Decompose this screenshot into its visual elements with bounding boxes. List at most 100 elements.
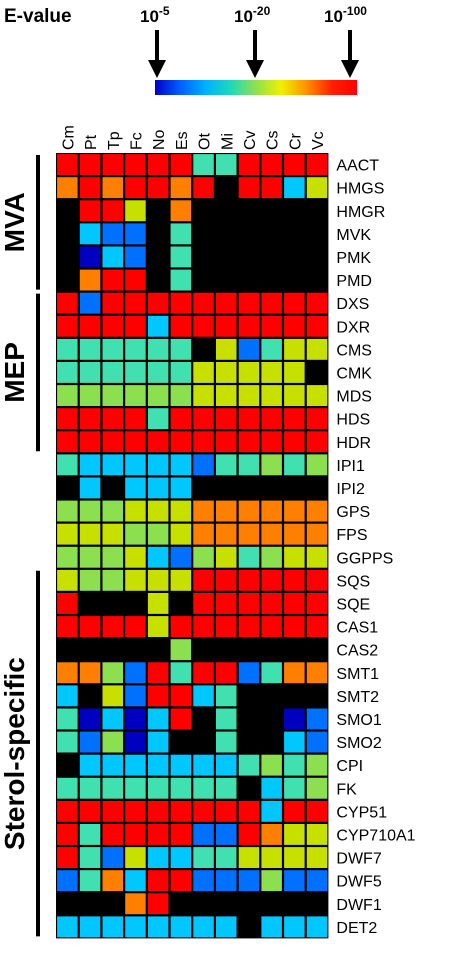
heatmap-cell [284, 824, 305, 845]
heatmap-cell [125, 362, 146, 383]
heatmap-cell [102, 385, 123, 406]
heatmap-cell [170, 754, 192, 776]
heatmap-cell [102, 223, 123, 245]
heatmap-cell [170, 569, 192, 591]
heatmap-cell [147, 408, 169, 430]
column-label: Vc [310, 131, 327, 150]
heatmap-cell [170, 246, 192, 268]
heatmap-cell [238, 408, 260, 430]
row-label: SMT2 [336, 689, 379, 706]
heatmap-cell [306, 685, 328, 707]
heatmap-cell [261, 593, 282, 614]
heatmap-cell [238, 154, 260, 175]
heatmap-cell [57, 246, 78, 268]
heatmap-cell [261, 477, 282, 499]
row-label: CYP710A1 [336, 827, 415, 844]
heatmap-cell [306, 315, 328, 337]
heatmap-cell [261, 454, 282, 476]
heatmap-cell [193, 685, 214, 707]
heatmap-cell [216, 246, 237, 268]
heatmap-cell [79, 269, 101, 291]
heatmap-cell [125, 546, 146, 568]
row-label: DXR [336, 319, 370, 336]
heatmap-cell [261, 800, 282, 822]
heatmap-cell [284, 154, 305, 175]
heatmap-cell [147, 800, 169, 822]
heatmap-cell [147, 292, 169, 314]
row-label: SMO2 [336, 735, 381, 752]
heatmap-cell [57, 916, 78, 938]
heatmap-cell [284, 685, 305, 707]
heatmap-cell [261, 154, 282, 175]
heatmap-cell [147, 777, 169, 799]
heatmap-cell [170, 292, 192, 314]
heatmap-cell [57, 639, 78, 661]
heatmap-cell [238, 292, 260, 314]
heatmap-cell [261, 916, 282, 938]
heatmap-cell [238, 477, 260, 499]
heatmap-cell [306, 154, 328, 175]
legend-tick: 10-20 [234, 4, 271, 78]
heatmap-cell [170, 800, 192, 822]
heatmap-cell [79, 731, 101, 753]
heatmap-cell [57, 870, 78, 892]
heatmap-cell [261, 893, 282, 915]
heatmap-cell [216, 223, 237, 245]
heatmap-cell [102, 708, 123, 730]
heatmap-cell [193, 362, 214, 383]
heatmap-cell [170, 223, 192, 245]
heatmap-cell [125, 269, 146, 291]
heatmap-cell [238, 708, 260, 730]
heatmap-cell [125, 454, 146, 476]
heatmap-cell [125, 385, 146, 406]
heatmap-cell [193, 731, 214, 753]
heatmap-cell [79, 223, 101, 245]
heatmap-cell [193, 639, 214, 661]
heatmap-cell [102, 292, 123, 314]
heatmap-cell [79, 569, 101, 591]
evalue-legend: E-value 10-5 10-20 10-100 [4, 4, 367, 95]
heatmap-cell [216, 431, 237, 453]
heatmap-cell [102, 639, 123, 661]
heatmap-cell [284, 338, 305, 360]
heatmap-cell [57, 685, 78, 707]
heatmap-cell [284, 731, 305, 753]
heatmap-cell [284, 269, 305, 291]
heatmap-cell [170, 824, 192, 845]
heatmap-cell [79, 200, 101, 222]
heatmap-cell [170, 362, 192, 383]
heatmap-cell [261, 200, 282, 222]
heatmap-cell [193, 292, 214, 314]
heatmap-cell [57, 177, 78, 199]
heatmap-cell [125, 916, 146, 938]
row-labels: AACT HMGS HMGR MVK PMK PMD DXS DXR CMS CMK MDS HDS H… [336, 158, 415, 937]
heatmap-cell [170, 200, 192, 222]
heatmap-cell [125, 523, 146, 545]
row-label: CMS [336, 342, 372, 359]
heatmap-cell [147, 893, 169, 915]
heatmap-cell [170, 916, 192, 938]
heatmap-cell [284, 893, 305, 915]
heatmap-cell [306, 616, 328, 637]
heatmap-cell [284, 569, 305, 591]
row-label: PMD [336, 273, 372, 290]
heatmap-cell [193, 223, 214, 245]
heatmap-cell [79, 916, 101, 938]
heatmap-cell [57, 800, 78, 822]
heatmap-cell [147, 338, 169, 360]
heatmap-cell [284, 431, 305, 453]
row-label: SQE [336, 596, 370, 613]
heatmap-cell [147, 870, 169, 892]
heatmap-cell [102, 546, 123, 568]
heatmap-cell [284, 523, 305, 545]
heatmap-cell [238, 685, 260, 707]
heatmap-cell [193, 200, 214, 222]
heatmap-cell [57, 362, 78, 383]
heatmap-cell [193, 593, 214, 614]
heatmap-cell [170, 616, 192, 637]
heatmap-cell [284, 754, 305, 776]
heatmap-cell [216, 893, 237, 915]
heatmap-cell [284, 847, 305, 868]
heatmap-cell [216, 500, 237, 522]
heatmap-cell [57, 777, 78, 799]
